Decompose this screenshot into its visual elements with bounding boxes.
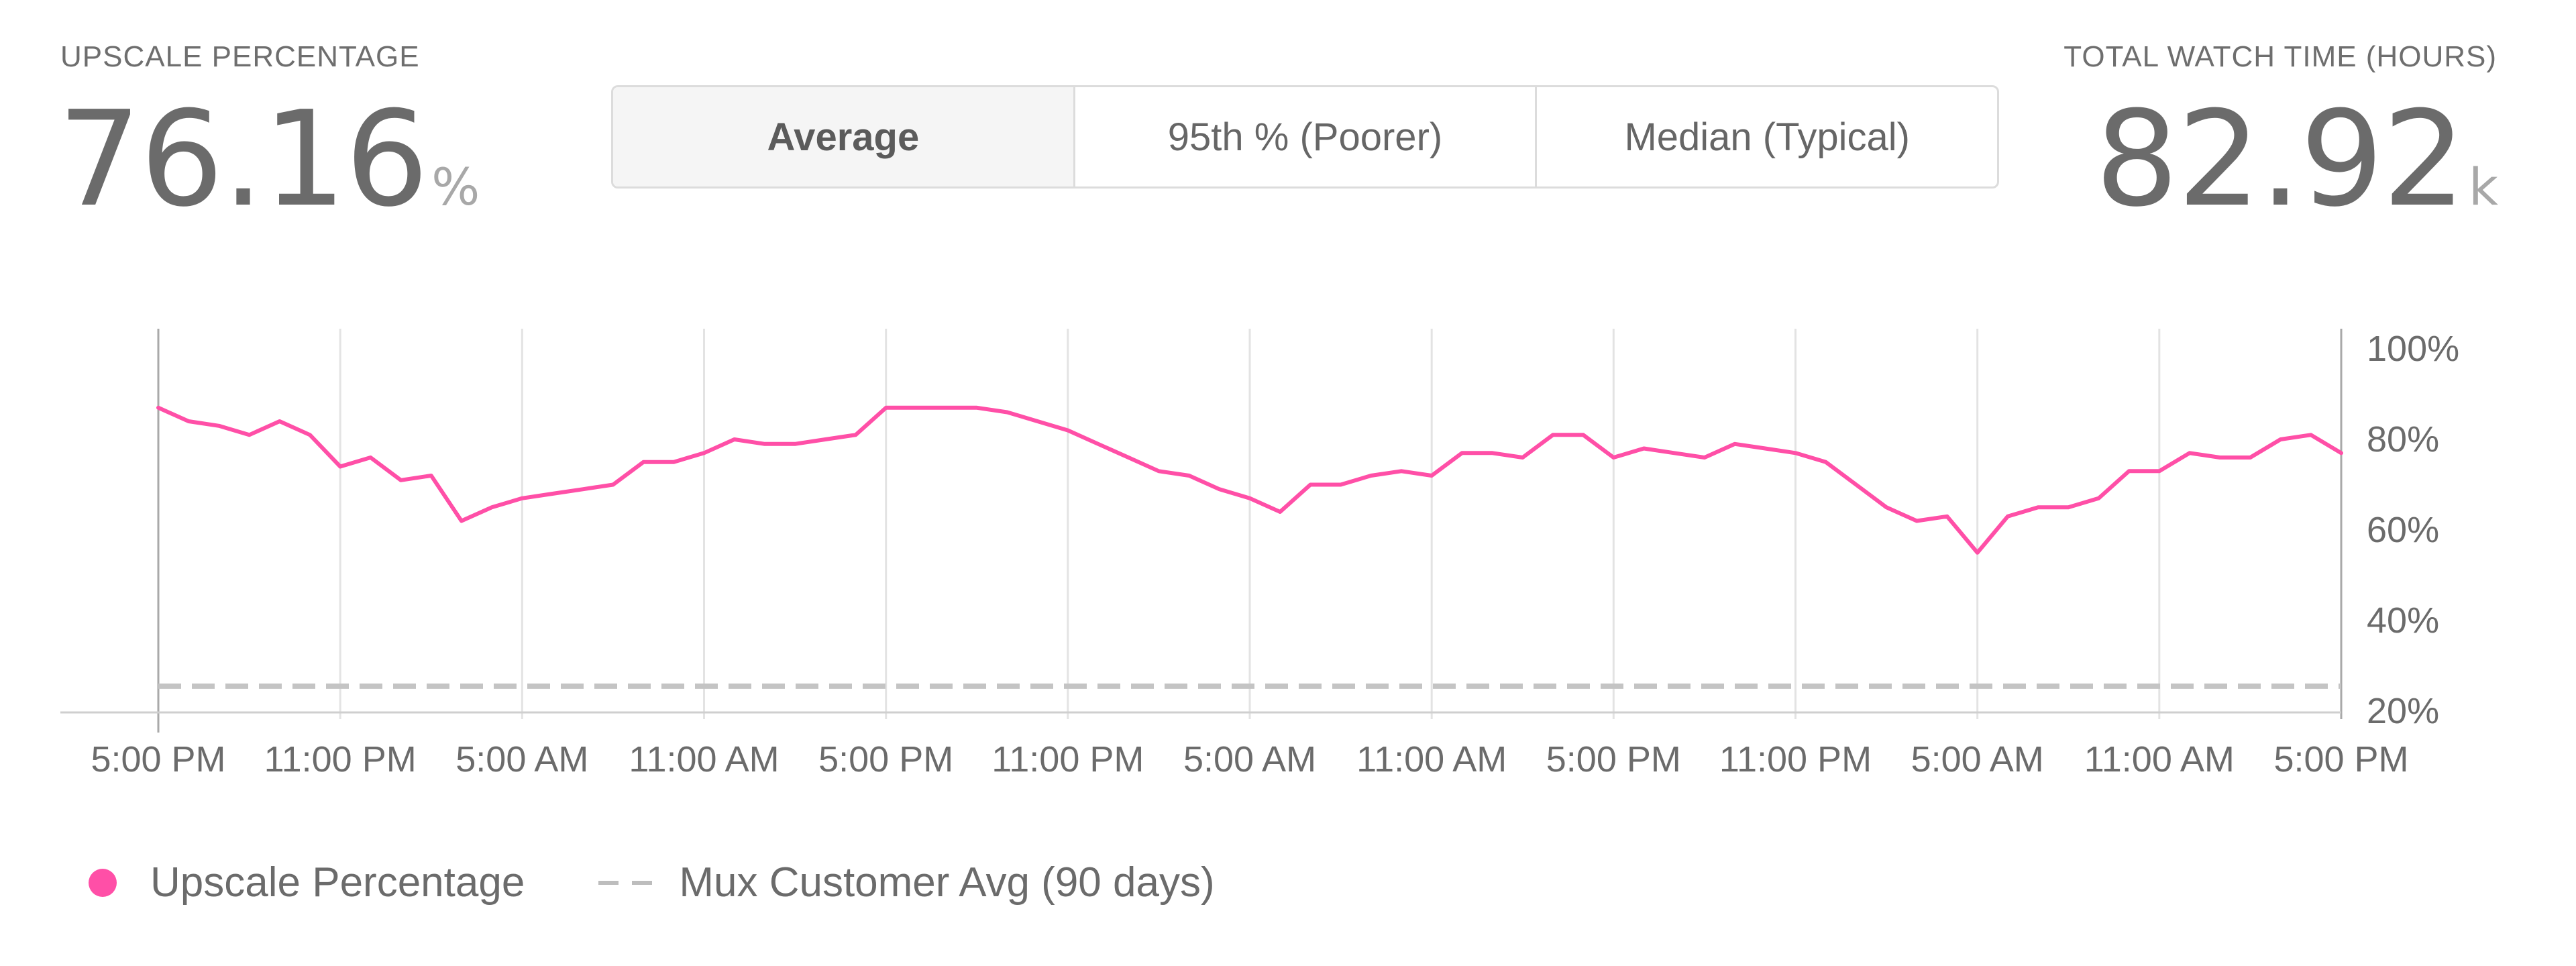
x-tick-label: 5:00 AM [1183,739,1316,780]
x-tick-label: 11:00 PM [1719,739,1872,780]
upscale-percentage-number: 76.16 [58,83,429,236]
chart-legend: Upscale Percentage Mux Customer Avg (90 … [89,859,1289,906]
x-tick-label: 5:00 AM [455,739,588,780]
median-button[interactable]: Median (Typical) [1624,115,1910,159]
x-tick-label: 11:00 AM [2084,739,2235,780]
legend-upscale-label: Upscale Percentage [150,859,525,906]
x-tick-label: 5:00 PM [818,739,953,780]
aggregation-toggle: Average 95th % (Poorer) Median (Typical) [611,85,1999,189]
x-tick-label: 11:00 PM [264,739,417,780]
upscale-percentage-unit: % [431,157,480,217]
x-tick-label: 5:00 AM [1911,739,2044,780]
95th-percentile-button[interactable]: 95th % (Poorer) [1075,87,1538,186]
average-button[interactable]: Average [613,87,1075,186]
x-tick-label: 5:00 PM [2273,739,2408,780]
y-tick-label: 20% [2367,691,2439,731]
upscale-percentage-label: UPSCALE PERCENTAGE [60,40,420,73]
x-tick-label: 11:00 AM [1356,739,1507,780]
y-tick-label: 80% [2367,419,2439,460]
total-watch-time-value: 82.92k [2095,94,2498,225]
total-watch-time-unit: k [2468,157,2498,217]
legend-item-baseline[interactable]: Mux Customer Avg (90 days) [598,859,1215,906]
legend-item-upscale[interactable]: Upscale Percentage [89,859,525,906]
upscale-percentage-line [156,405,2343,555]
legend-baseline-label: Mux Customer Avg (90 days) [679,859,1215,906]
x-tick-label: 11:00 PM [991,739,1144,780]
total-watch-time-number: 82.92 [2094,83,2466,236]
y-tick-label: 100% [2367,329,2459,369]
x-tick-label: 5:00 PM [1546,739,1681,780]
y-tick-label: 60% [2367,510,2439,550]
y-tick-label: 40% [2367,600,2439,641]
legend-dot-icon [89,868,117,897]
total-watch-time-label: TOTAL WATCH TIME (HOURS) [2063,40,2497,73]
x-tick-label: 5:00 PM [91,739,225,780]
upscale-percentage-value: 76.16% [58,94,480,225]
legend-dash-icon [598,880,653,885]
x-tick-label: 11:00 AM [629,739,779,780]
